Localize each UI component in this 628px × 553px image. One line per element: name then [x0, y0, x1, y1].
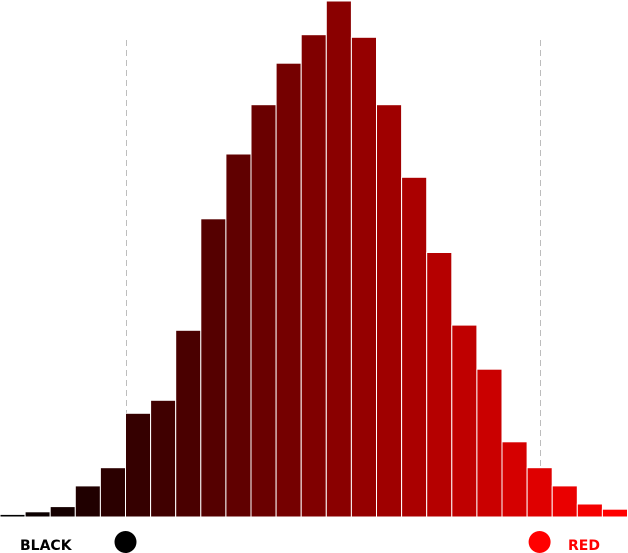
bar-5: [99, 467, 127, 518]
bar-24: [576, 503, 603, 518]
bar-7: [150, 399, 177, 518]
label-black: BLACK: [20, 538, 73, 553]
label-red: RED: [568, 538, 600, 553]
bar-14: [325, 0, 352, 518]
bar-12: [275, 62, 302, 518]
bar-8: [175, 329, 202, 518]
bar-1: [0, 513, 26, 518]
bar-15: [350, 36, 377, 518]
marker-black: [114, 531, 137, 553]
bar-9: [200, 218, 227, 518]
bars: [0, 0, 628, 518]
bar-22: [526, 467, 553, 518]
bar-6: [125, 412, 152, 518]
bar-18: [426, 252, 453, 518]
bar-23: [551, 485, 578, 518]
bar-21: [501, 441, 528, 518]
bar-19: [451, 324, 478, 518]
bar-2: [24, 511, 51, 518]
bar-13: [300, 34, 327, 518]
bar-25: [601, 508, 628, 518]
bar-11: [250, 104, 277, 518]
marker-red: [528, 531, 551, 553]
bar-3: [49, 506, 76, 518]
bar-20: [476, 368, 503, 518]
bar-4: [74, 485, 101, 518]
bar-16: [376, 104, 403, 518]
bar-10: [225, 153, 252, 518]
markers: [114, 531, 551, 553]
bar-17: [401, 176, 428, 518]
